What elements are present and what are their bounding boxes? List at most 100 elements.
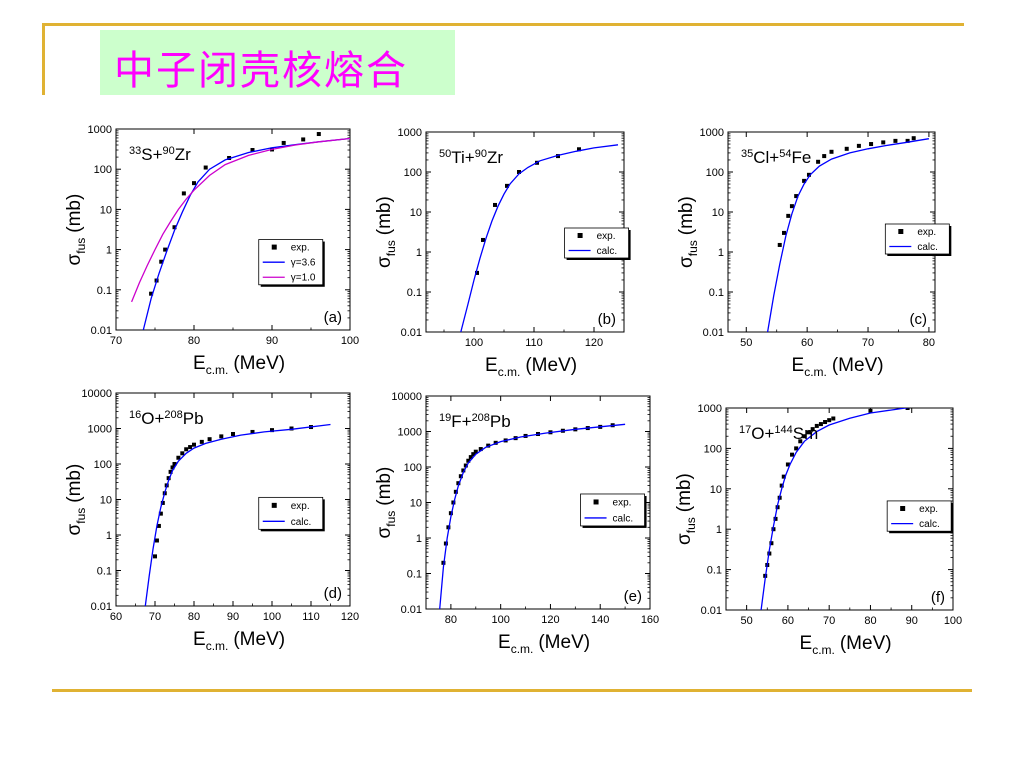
mass-number-2: 208 [164, 409, 182, 421]
y-label-unit: (mb) [374, 196, 395, 235]
data-point [856, 143, 861, 148]
y-label-sub: fus [384, 240, 398, 256]
y-label-main: σ [64, 254, 85, 266]
y-tick-label: 10 [100, 204, 112, 216]
data-point [219, 434, 224, 439]
data-point [199, 439, 204, 444]
x-tick-label: 100 [465, 337, 483, 349]
x-tick-label: 80 [188, 335, 200, 347]
nucleus-2: Zr [487, 148, 503, 167]
data-point [814, 423, 819, 428]
panel-label: (a) [324, 309, 342, 326]
slide-title: 中子闭壳核熔合 [114, 48, 408, 94]
y-tick-label: 0.01 [91, 601, 112, 613]
reaction-label: 35Cl+54Fe [741, 148, 811, 167]
y-tick-label: 100 [404, 462, 422, 474]
series-line-1 [144, 423, 331, 606]
y-label-unit: (mb) [674, 473, 695, 512]
data-point [172, 462, 177, 466]
y-tick-label: 10 [410, 498, 422, 510]
data-point [905, 408, 910, 410]
data-point [779, 483, 784, 488]
nucleus-2: Zr [175, 145, 191, 164]
y-tick-label: 100 [94, 459, 112, 471]
mass-number-1: 19 [439, 412, 451, 424]
y-tick-label: 100 [94, 164, 112, 176]
series-line-2 [130, 137, 350, 303]
series-line-1 [460, 144, 619, 332]
data-point [168, 469, 173, 474]
plot-area [460, 144, 619, 332]
nucleus-2: Sm [793, 424, 819, 443]
legend-label: calc. [291, 517, 312, 528]
series-line-1 [142, 137, 350, 330]
legend-label: exp. [917, 227, 936, 238]
data-point [786, 213, 791, 218]
bottom-rule [52, 689, 972, 692]
data-point [881, 140, 886, 145]
mass-number-1: 35 [741, 148, 753, 160]
x-axis-label: Ec.m. (MeV) [498, 632, 590, 656]
x-label-sub: c.m. [804, 365, 827, 379]
data-point [153, 554, 157, 559]
x-label-sub: c.m. [511, 642, 534, 656]
data-point [481, 237, 485, 242]
data-point [806, 172, 811, 177]
y-tick-label: 1 [416, 247, 422, 259]
x-label-sub: c.m. [498, 365, 521, 379]
nucleus-1: O+ [141, 409, 164, 428]
data-point [192, 181, 196, 186]
data-point [577, 147, 581, 152]
y-label-main: σ [676, 256, 697, 268]
x-tick-label: 70 [110, 335, 122, 347]
x-tick-label: 70 [823, 615, 835, 627]
y-tick-label: 0.1 [707, 565, 722, 577]
x-label-unit: (MeV) [233, 353, 285, 374]
x-label-sub: c.m. [206, 363, 229, 377]
y-axis-label: σfus (mb) [64, 194, 88, 266]
x-axis-label: Ec.m. (MeV) [792, 355, 884, 379]
data-point [281, 140, 286, 145]
data-point [289, 426, 294, 431]
svg-text:σfus(mb): σfus (mb) [674, 473, 698, 545]
legend-marker [271, 244, 277, 250]
x-tick-label: 120 [585, 337, 603, 349]
y-tick-label: 10 [712, 207, 724, 219]
y-tick-label: 100 [404, 167, 422, 179]
y-label-main: σ [374, 527, 395, 539]
legend-marker [577, 233, 583, 238]
data-point [905, 138, 910, 143]
data-point [471, 452, 476, 457]
data-point [149, 291, 154, 296]
data-point [466, 458, 471, 463]
x-axis-label: Ec.m. (MeV) [800, 633, 892, 657]
data-point [475, 270, 479, 275]
data-point [869, 142, 874, 147]
data-point [822, 154, 827, 159]
data-point [806, 430, 811, 435]
nucleus-2: Pb [183, 409, 204, 428]
data-point [159, 259, 164, 264]
data-point [181, 191, 186, 196]
data-point [844, 146, 849, 151]
y-tick-label: 10 [100, 495, 112, 507]
y-tick-label: 0.01 [401, 604, 422, 616]
reaction-label: 19F+208Pb [439, 412, 511, 431]
mass-number-1: 33 [129, 145, 141, 157]
data-point [156, 523, 161, 528]
x-label-unit: (MeV) [233, 629, 285, 650]
plot-area [766, 136, 930, 332]
legend-box [886, 500, 952, 532]
y-axis-label: σfus (mb) [374, 467, 398, 539]
data-point [794, 446, 799, 451]
y-tick-label: 1000 [700, 127, 724, 139]
x-tick-label: 100 [341, 335, 359, 347]
nucleus-1: F+ [451, 412, 471, 431]
data-point [448, 511, 453, 516]
x-axis-label: Ec.m. (MeV) [485, 355, 577, 379]
data-point [802, 178, 807, 183]
data-point [166, 476, 171, 481]
data-point [798, 439, 803, 444]
data-point [486, 443, 491, 448]
legend-marker [898, 229, 904, 234]
